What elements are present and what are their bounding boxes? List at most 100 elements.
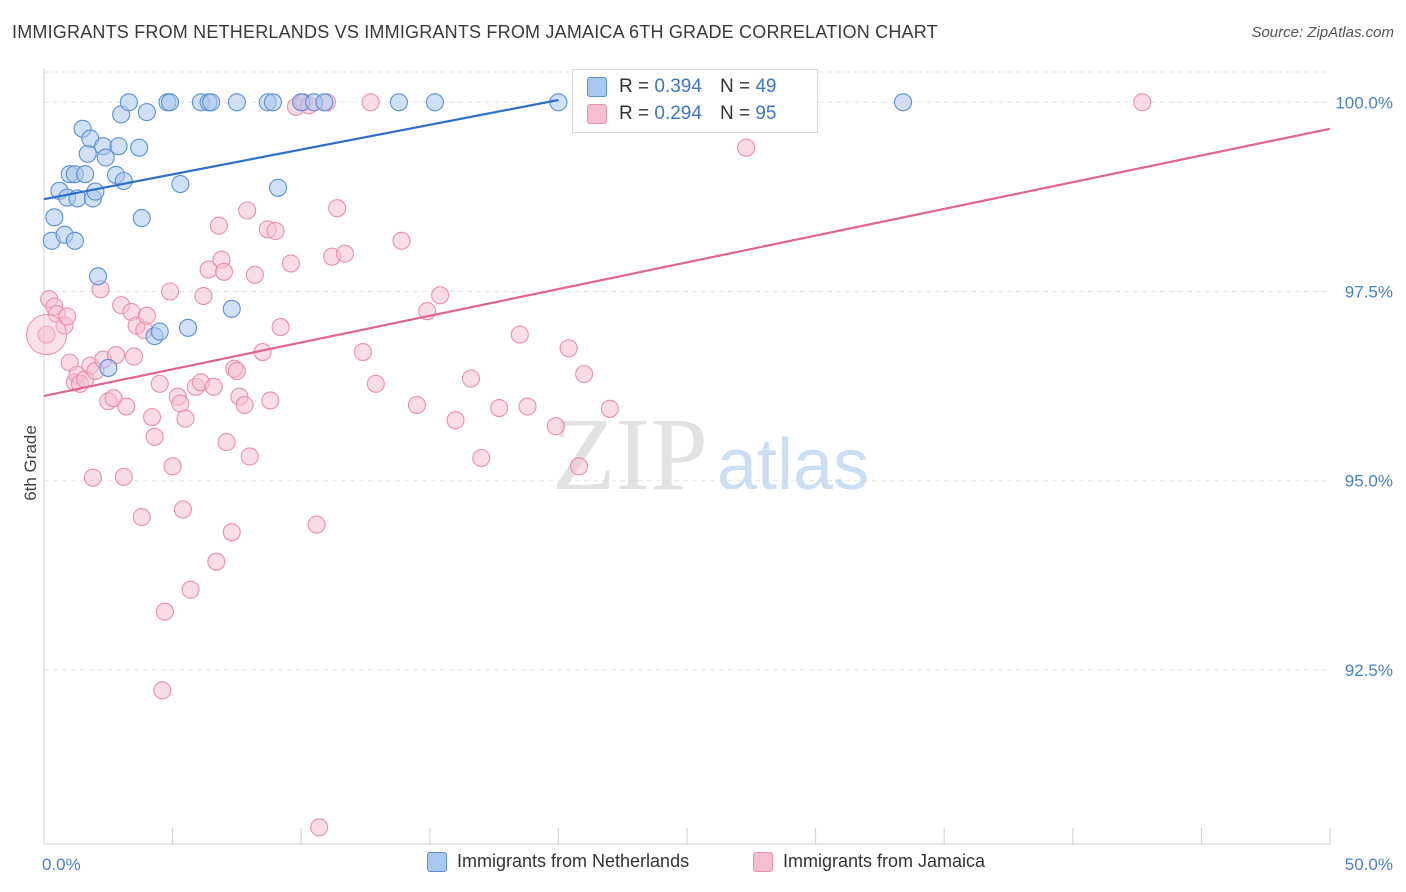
jamaica-point	[124, 347, 144, 366]
legend-item-netherlands[interactable]: Immigrants from Netherlands	[427, 851, 689, 872]
watermark-zip: ZIP	[552, 397, 708, 512]
jamaica-point	[307, 515, 326, 534]
jamaica-point	[266, 221, 285, 240]
jamaica-point	[209, 216, 228, 235]
jamaica-point	[461, 369, 481, 388]
jamaica-points	[26, 93, 1152, 837]
legend-n-label: N =	[719, 76, 751, 97]
jamaica-point	[392, 231, 411, 250]
legend-swatch-jamaica	[587, 104, 607, 124]
netherlands-point	[86, 182, 105, 201]
netherlands-point	[132, 209, 151, 228]
jamaica-point	[737, 138, 756, 157]
netherlands-point	[65, 231, 84, 250]
netherlands-points	[42, 93, 913, 377]
jamaica-point	[518, 397, 537, 416]
legend-label-netherlands: Immigrants from Netherlands	[457, 851, 690, 871]
jamaica-point	[173, 500, 192, 519]
jamaica-point	[155, 602, 174, 621]
netherlands-point	[99, 358, 118, 377]
netherlands-point	[263, 93, 282, 112]
jamaica-point	[176, 409, 195, 428]
legend-swatch-netherlands	[587, 77, 607, 97]
netherlands-point	[222, 299, 241, 318]
jamaica-point	[361, 93, 380, 112]
jamaica-point	[353, 342, 372, 362]
jamaica-point	[171, 394, 190, 413]
netherlands-point	[96, 148, 115, 167]
jamaica-point	[245, 265, 264, 284]
jamaica-point	[261, 391, 280, 410]
netherlands-point	[137, 103, 156, 122]
jamaica-point	[163, 457, 182, 476]
y-tick-label: 95.0%	[1345, 472, 1393, 491]
jamaica-point	[407, 395, 426, 415]
netherlands-point	[202, 93, 221, 112]
source-credit: Source: ZipAtlas.com	[1251, 24, 1394, 41]
legend-r-value: 0.294	[654, 103, 702, 124]
y-tick-label: 97.5%	[1345, 282, 1393, 301]
jamaica-point	[490, 398, 509, 418]
legend-row-jamaica: R = 0.294 N = 95	[587, 101, 776, 127]
chart-title: IMMIGRANTS FROM NETHERLANDS VS IMMIGRANT…	[12, 22, 938, 42]
netherlands-point	[76, 165, 95, 184]
netherlands-point	[227, 93, 246, 112]
jamaica-point	[160, 282, 180, 301]
axis-layer: 100.0% 97.5% 95.0% 92.5% 0.0% 50.0%	[42, 68, 1393, 874]
jamaica-point	[58, 307, 77, 326]
jamaica-point	[546, 417, 565, 436]
y-axis-title: 6th Grade	[21, 425, 40, 501]
jamaica-point-cluster	[26, 314, 68, 356]
jamaica-point	[214, 262, 234, 281]
legend-swatch-netherlands	[427, 851, 447, 872]
legend-item-jamaica[interactable]: Immigrants from Jamaica	[753, 851, 985, 872]
jamaica-point	[235, 395, 254, 415]
jamaica-point	[240, 447, 259, 466]
netherlands-point	[178, 318, 198, 337]
correlation-legend: R = 0.394 N = 49 R = 0.294 N = 95	[572, 69, 818, 133]
jamaica-point	[446, 411, 465, 430]
watermark-atlas: atlas	[717, 425, 869, 505]
jamaica-point	[132, 507, 151, 527]
jamaica-point	[145, 427, 164, 446]
x-tick-label: 50.0%	[1345, 855, 1393, 874]
jamaica-point	[153, 681, 172, 700]
netherlands-point	[160, 93, 180, 112]
jamaica-point	[37, 325, 56, 344]
netherlands-trendline	[43, 98, 559, 201]
jamaica-point	[181, 580, 200, 599]
netherlands-point	[119, 93, 138, 112]
jamaica-point	[114, 467, 133, 486]
jamaica-point	[217, 433, 236, 452]
jamaica-point	[271, 318, 290, 337]
jamaica-point	[335, 244, 354, 263]
netherlands-point	[130, 138, 149, 157]
jamaica-trendline	[43, 127, 1331, 398]
legend-swatch-jamaica	[753, 851, 773, 872]
jamaica-point	[204, 377, 223, 396]
jamaica-point	[137, 306, 156, 325]
jamaica-point	[150, 374, 169, 393]
netherlands-point	[315, 93, 334, 112]
jamaica-point	[510, 325, 529, 344]
jamaica-point	[310, 818, 329, 837]
netherlands-point	[109, 137, 128, 156]
jamaica-point	[207, 552, 226, 571]
trend-layer	[43, 98, 1331, 398]
legend-n-label: N =	[719, 103, 751, 124]
legend-r-label: R =	[619, 76, 650, 97]
netherlands-point	[425, 93, 444, 112]
netherlands-point	[45, 208, 64, 227]
jamaica-point	[575, 364, 594, 384]
jamaica-point	[569, 457, 589, 476]
jamaica-point	[194, 286, 213, 306]
jamaica-point	[431, 286, 450, 305]
jamaica-point	[281, 254, 300, 273]
jamaica-point	[83, 468, 102, 487]
netherlands-point	[150, 322, 169, 341]
jamaica-point	[328, 199, 347, 218]
legend-n-value: 49	[755, 76, 777, 97]
jamaica-point	[366, 374, 385, 393]
y-tick-label: 100.0%	[1335, 93, 1393, 112]
